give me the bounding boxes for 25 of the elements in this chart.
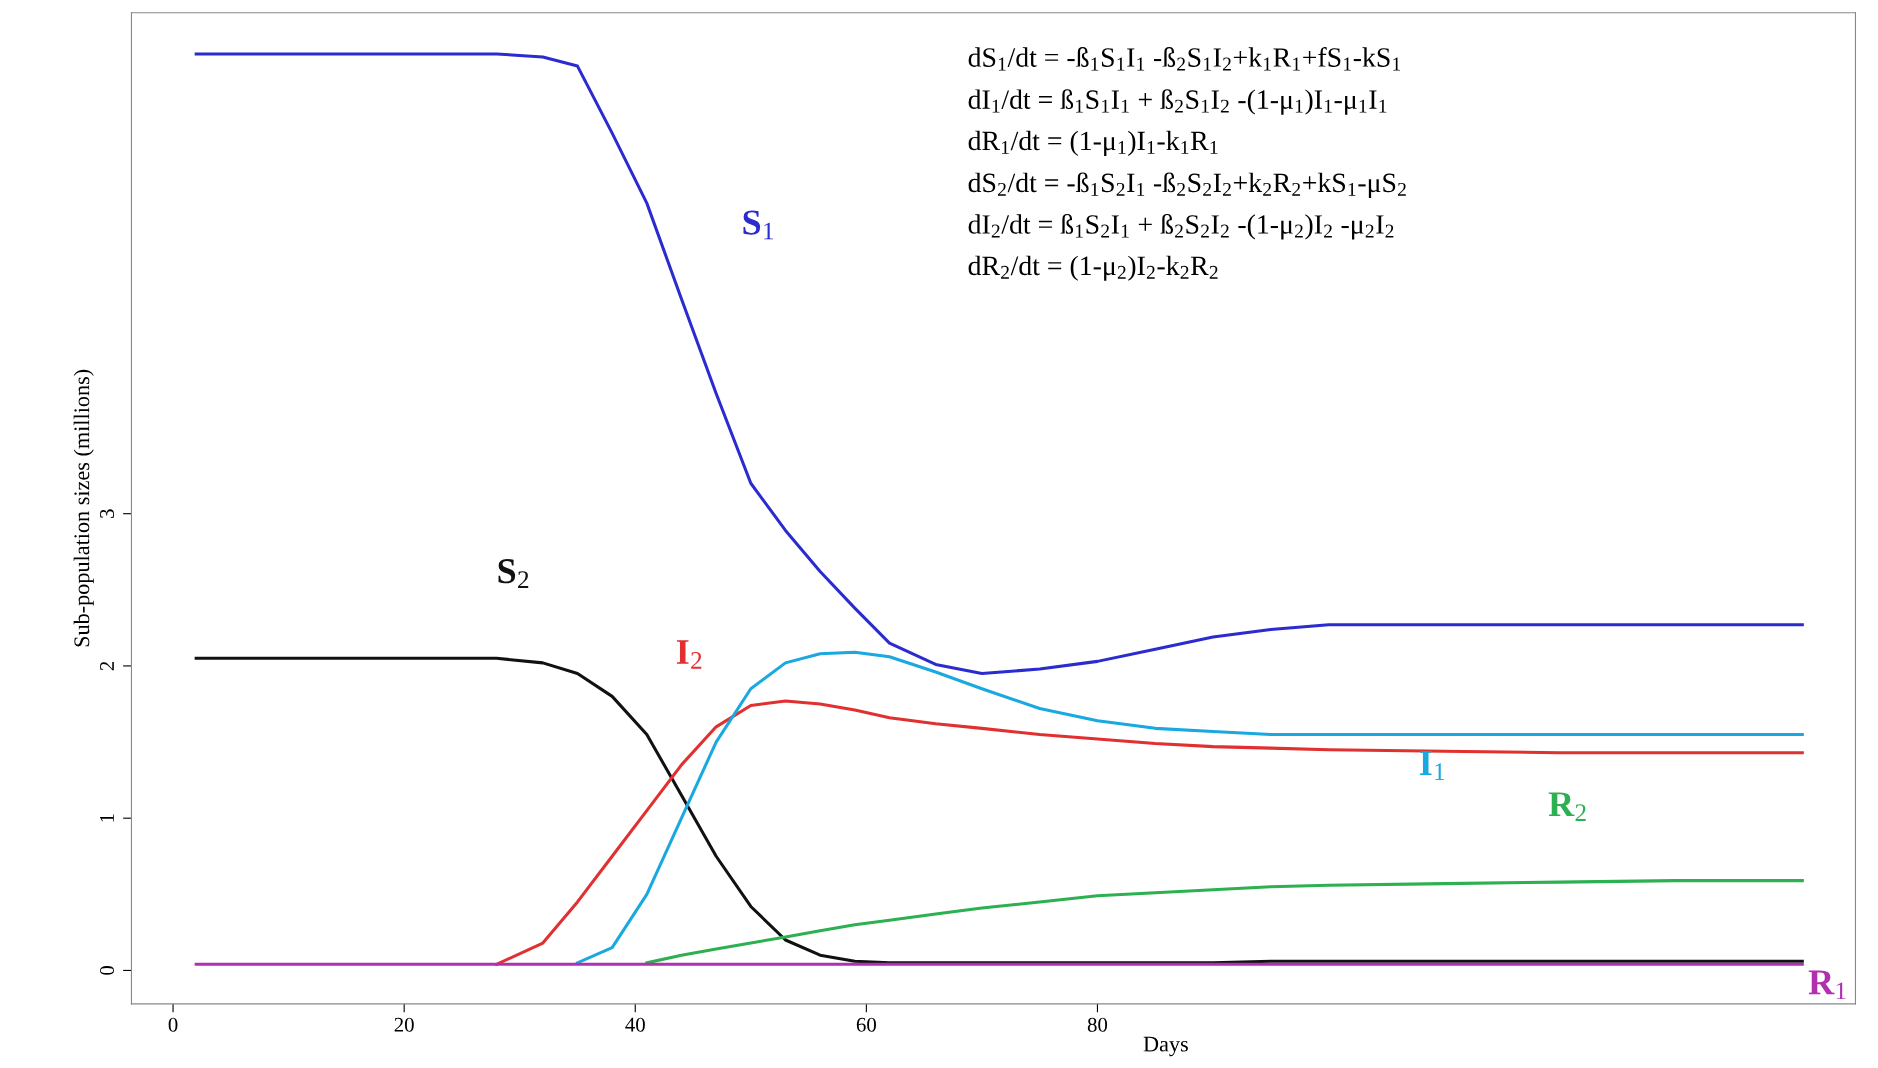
y-tick-label: 2: [100, 661, 114, 671]
x-tick-label: 40: [625, 1017, 645, 1032]
text: dS$_{2}$/dt = -ß$_{1}$S$_{2}$I$_{1}$ -ß$_{2}$S$_{2}$I$_{2}$+k$_{2}$R$_{2}$+kS$_{1}$-μS$_{2}$: [968, 172, 1406, 198]
x-axis-title: Days: [1143, 1036, 1188, 1057]
y-axis-title: Sub-population sizes (millions): [73, 369, 94, 647]
y-tick-label: 3: [100, 509, 115, 518]
series-label: S$_{2}$: [498, 559, 529, 588]
x-tick-label: 60: [856, 1017, 876, 1032]
series-label: R$_{2}$: [1548, 792, 1586, 821]
series-label: I$_{1}$: [1419, 751, 1445, 780]
y-tick-label: 0: [99, 966, 115, 975]
text: dS$_{1}$/dt = -ß$_{1}$S$_{1}$I$_{1}$ -ß$_{2}$S$_{1}$I$_{2}$+k$_{1}$R$_{1}$+fS$_{1}$-kS$_{1}$: [968, 47, 1401, 71]
x-tick-label: 0: [168, 1017, 178, 1032]
text: dR$_{2}$/dt = (1-μ$_{2}$)I$_{2}$-k$_{2}$R$_{2}$: [968, 255, 1218, 281]
y-tick-label: 1: [100, 814, 114, 822]
text: dI$_{2}$/dt = ß$_{1}$S$_{2}$I$_{1}$ + ß$_{2}$S$_{2}$I$_{2}$ -(1-μ$_{2}$)I$_{2}$ -μ$_{2}$I$_{2}$: [968, 214, 1394, 240]
x-tick-label: 80: [1087, 1017, 1108, 1032]
x-tick-label: 20: [394, 1017, 414, 1032]
text: S$_{1}$: [743, 210, 774, 240]
series-label: I$_{2}$: [676, 640, 702, 669]
text: dR$_{1}$/dt = (1-μ$_{1}$)I$_{1}$-k$_{1}$R$_{1}$: [968, 130, 1218, 156]
line-series: [645, 879, 1804, 965]
line-series: [495, 699, 1804, 966]
series-label: R$_{1}$: [1808, 970, 1846, 1000]
text: dI$_{1}$/dt = ß$_{1}$S$_{1}$I$_{1}$ + ß$_{2}$S$_{1}$I$_{2}$ -(1-μ$_{1}$)I$_{1}$-μ$_{1}$I$_{1}$: [968, 89, 1387, 115]
